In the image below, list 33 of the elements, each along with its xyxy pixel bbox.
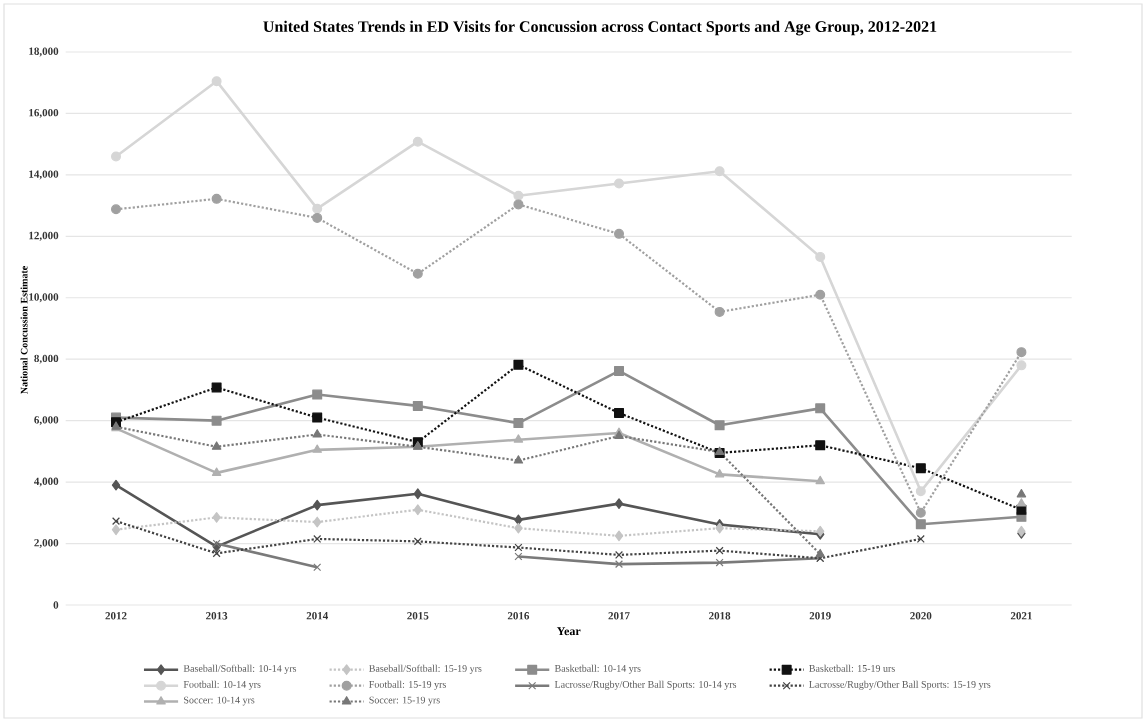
legend-label: Soccer: 15-19 yrs bbox=[369, 696, 440, 706]
legend-label: Lacrosse/Rugby/Other Ball Sports: 10-14 yrs bbox=[554, 680, 737, 690]
y-tick-label: 4,000 bbox=[34, 477, 59, 487]
x-tick-label: 2015 bbox=[407, 612, 429, 620]
y-tick-label: 2,000 bbox=[34, 539, 59, 549]
x-tick-label: 2016 bbox=[507, 612, 530, 620]
x-tick-label: 2017 bbox=[608, 612, 630, 620]
y-axis-title: National Concussion Estimate bbox=[20, 266, 28, 394]
legend-label: Soccer: 10-14 yrs bbox=[184, 696, 255, 706]
chart-title: United States Trends in ED Visits for Concussion across Contact Sports and Age Group, 2012-2021 bbox=[263, 20, 937, 36]
y-tick-label: 18,000 bbox=[29, 47, 59, 57]
y-tick-label: 0 bbox=[53, 601, 59, 609]
x-tick-label: 2012 bbox=[105, 612, 127, 620]
x-tick-label: 2020 bbox=[910, 612, 932, 620]
x-tick-label: 2021 bbox=[1010, 612, 1032, 620]
y-tick-label: 14,000 bbox=[29, 170, 59, 180]
legend-label: Baseball/Softball: 15-19 yrs bbox=[369, 664, 482, 674]
legend-label: Baseball/Softball: 10-14 yrs bbox=[183, 664, 297, 674]
y-tick-label: 10,000 bbox=[29, 293, 59, 303]
x-tick-label: 2013 bbox=[206, 612, 228, 620]
legend-label: Football: 10-14 yrs bbox=[183, 680, 261, 690]
legend-label: Lacrosse/Rugby/Other Ball Sports: 15-19 yrs bbox=[809, 680, 991, 690]
x-tick-label: 2019 bbox=[809, 612, 831, 620]
y-tick-label: 16,000 bbox=[29, 108, 59, 118]
x-tick-label: 2014 bbox=[306, 612, 329, 620]
y-tick-label: 8,000 bbox=[34, 354, 59, 364]
legend-label: Basketball: 10-14 yrs bbox=[554, 664, 641, 674]
x-axis-title: Year bbox=[556, 627, 581, 636]
y-tick-label: 6,000 bbox=[34, 416, 59, 426]
legend-label: Football: 15-19 yrs bbox=[369, 680, 446, 690]
y-tick-label: 12,000 bbox=[29, 231, 59, 241]
legend-label: Basketball: 15-19 urs bbox=[809, 664, 895, 672]
x-tick-label: 2018 bbox=[709, 612, 731, 620]
